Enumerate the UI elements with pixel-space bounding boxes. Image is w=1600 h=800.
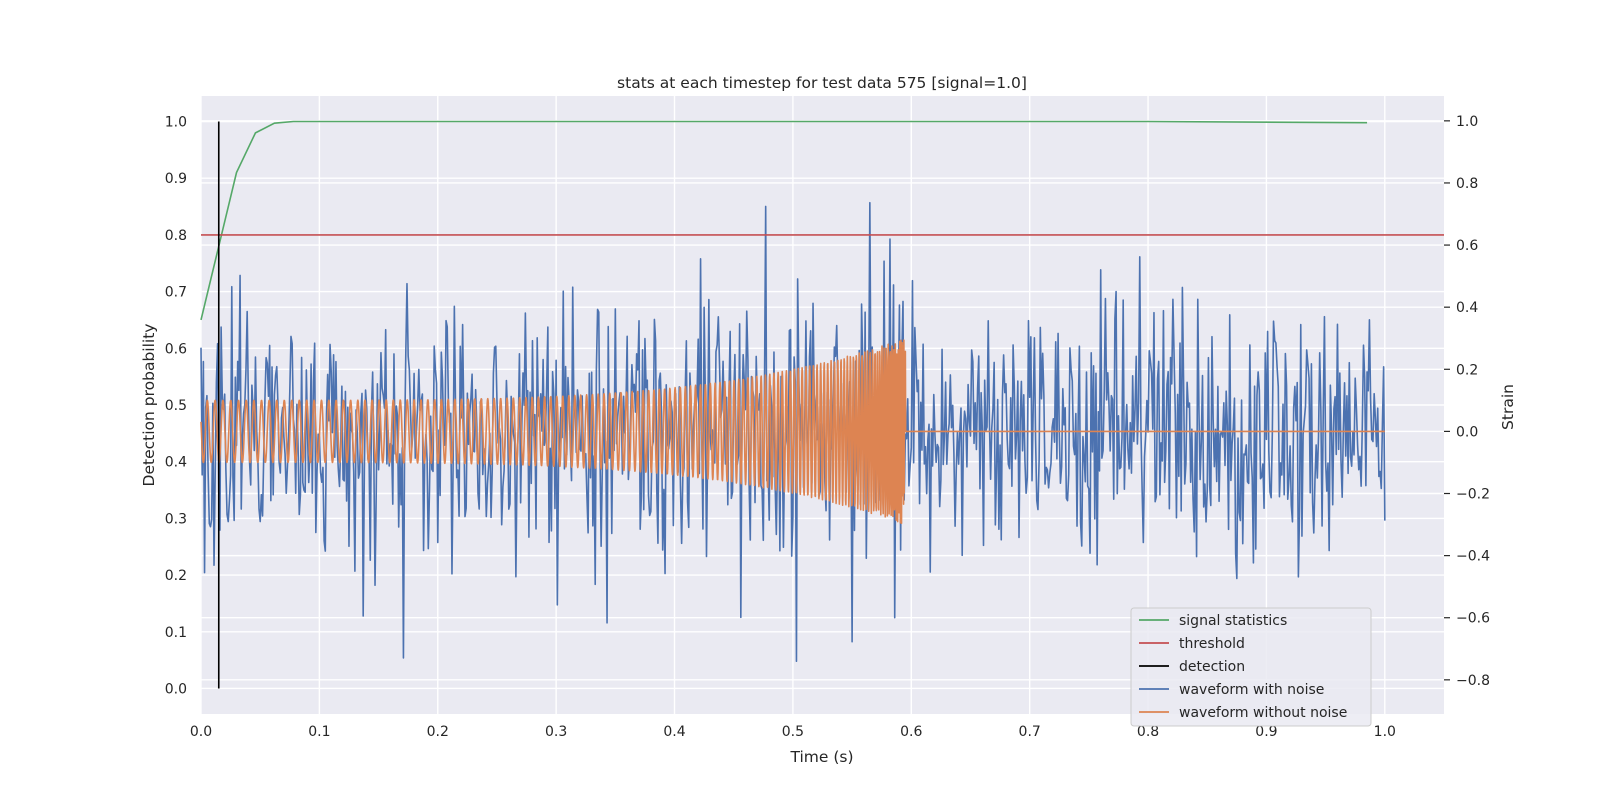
- y-left-tick-label: 0.5: [165, 398, 187, 414]
- y-right-tick-label: 0.4: [1456, 300, 1478, 316]
- x-tick-label: 0.8: [1137, 724, 1159, 740]
- legend-label: waveform with noise: [1179, 682, 1324, 698]
- legend-box: [1130, 607, 1372, 727]
- y-right-tick-label: 0.2: [1456, 362, 1478, 378]
- x-tick-label: 0.2: [427, 724, 449, 740]
- legend-label: waveform without noise: [1179, 705, 1347, 721]
- x-tick-label: 0.7: [1019, 724, 1041, 740]
- chart-title: stats at each timestep for test data 575…: [617, 74, 1027, 92]
- x-tick-label: 0.1: [308, 724, 330, 740]
- y-right-tick-label: −0.6: [1456, 611, 1490, 627]
- x-tick-label: 0.0: [190, 724, 212, 740]
- y-right-tick-label: 1.0: [1456, 114, 1478, 130]
- y-left-tick-label: 0.9: [165, 171, 187, 187]
- series-waveform-with-noise: [200, 201, 1386, 662]
- y-right-tick-label: 0.0: [1456, 424, 1478, 440]
- y-left-tick-label: 0.6: [165, 341, 187, 357]
- y-right-tick-label: 0.6: [1456, 238, 1478, 254]
- y-left-tick-label: 0.1: [165, 625, 187, 641]
- y-left-tick-label: 0.7: [165, 285, 187, 301]
- y-left-tick-label: 0.2: [165, 568, 187, 584]
- legend: signal statistics threshold detection wavef…: [1130, 607, 1372, 727]
- x-tick-label: 0.4: [663, 724, 685, 740]
- x-tick-label: 0.3: [545, 724, 567, 740]
- y-axis-label-left: Detection probability: [140, 324, 158, 487]
- y-left-tick-label: 0.8: [165, 228, 187, 244]
- x-tick-label: 0.5: [782, 724, 804, 740]
- y-left-tick-label: 1.0: [165, 115, 187, 131]
- y-right-tick-label: −0.8: [1456, 673, 1490, 689]
- legend-label: detection: [1179, 659, 1245, 675]
- series-layer: [200, 120, 1444, 689]
- y-left-tick-label: 0.4: [165, 455, 187, 471]
- y-right-tick-label: −0.2: [1456, 487, 1490, 503]
- legend-label: threshold: [1179, 636, 1245, 652]
- y-right-tick-label: −0.4: [1456, 549, 1490, 565]
- y-left-tick-label: 0.0: [165, 681, 187, 697]
- axes: 0.0 0.1 0.2 0.3 0.4 0.5 0.6 0.7 0.8 0.9 1.0 0.0 0.1 0…: [165, 114, 1490, 740]
- x-tick-label: 0.9: [1255, 724, 1277, 740]
- x-tick-label: 1.0: [1374, 724, 1396, 740]
- y-axis-label-right: Strain: [1499, 384, 1517, 430]
- x-tick-label: 0.6: [900, 724, 922, 740]
- series-signal-statistics: [200, 120, 1368, 321]
- x-axis-label: Time (s): [789, 748, 853, 766]
- y-right-tick-label: 0.8: [1456, 176, 1478, 192]
- legend-label: signal statistics: [1179, 613, 1287, 629]
- y-left-tick-label: 0.3: [165, 511, 187, 527]
- series-waveform-without-noise: [200, 339, 1386, 524]
